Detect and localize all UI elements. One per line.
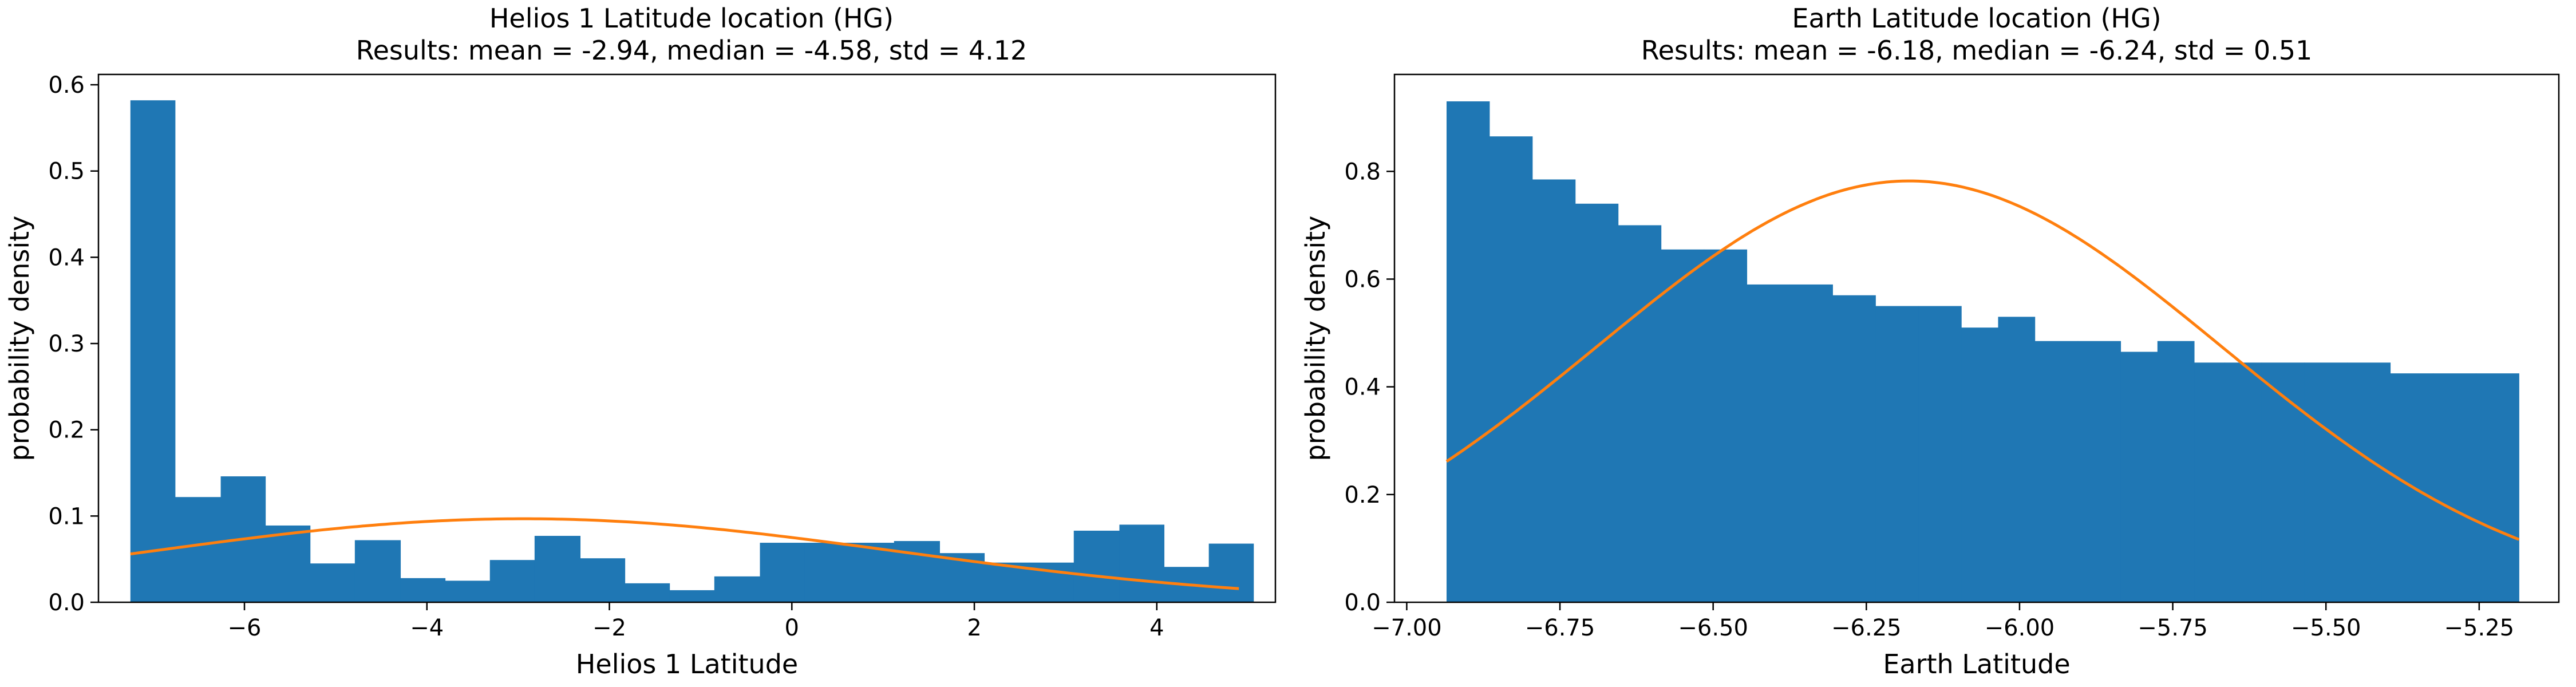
histogram-bar: [1747, 284, 1790, 603]
histogram-bar: [1446, 101, 1490, 602]
histogram-bar: [804, 543, 850, 602]
histogram-bar: [445, 581, 491, 602]
histogram-bar: [1073, 530, 1120, 602]
x-tick-label: −7.00: [1372, 615, 1442, 641]
histogram-bar: [849, 543, 895, 602]
x-tick-label: −6.00: [1985, 615, 2055, 641]
histogram-bar: [669, 590, 715, 602]
x-tick-label: −2: [592, 615, 626, 641]
histogram-bar: [1832, 295, 1876, 602]
x-tick-label: −5.75: [2138, 615, 2208, 641]
y-tick-label: 0.2: [48, 417, 85, 444]
histogram-bar: [1618, 225, 1662, 602]
axes-frame: [1393, 73, 2560, 603]
x-tick-label: 2: [967, 615, 981, 641]
histogram-bar: [1875, 306, 1919, 602]
histogram-bar: [1532, 179, 1576, 602]
histogram-bar: [175, 497, 222, 602]
fit-curve-line: [130, 517, 1239, 590]
x-tick-label: −6: [228, 615, 262, 641]
histogram-bar: [2034, 341, 2079, 602]
chart-title: Helios 1 Latitude location (HG): [489, 3, 894, 34]
y-tick-label: 0.2: [1344, 482, 1381, 508]
histogram-bar: [2077, 341, 2121, 602]
y-tick-label: 0.8: [1344, 159, 1381, 185]
chart-title: Earth Latitude location (HG): [1792, 3, 2161, 34]
axes-frame: [97, 73, 1277, 603]
y-tick-label: 0.1: [48, 503, 85, 530]
x-tick-label: −4: [410, 615, 444, 641]
x-tick-label: −5.50: [2291, 615, 2361, 641]
helios-latitude-chart: Helios 1 Latitude location (HG) Results:…: [4, 3, 1277, 680]
histogram-bar: [760, 543, 805, 602]
histogram-bar: [400, 578, 446, 602]
histogram-bar: [894, 541, 940, 602]
histogram-bar: [1208, 543, 1254, 602]
y-axis-label: probability density: [1300, 216, 1331, 461]
x-tick-label: −5.25: [2444, 615, 2515, 641]
x-tick-label: −6.25: [1831, 615, 1902, 641]
histogram-bar: [2120, 352, 2158, 602]
x-tick-label: −6.50: [1678, 615, 1748, 641]
plot-area: −6 −4 −2 0 2 4 0.0 0.1 0.2 0.3 0.4 0.5 0.6: [48, 72, 1277, 641]
histogram-bar: [310, 563, 355, 602]
y-tick-label: 0.0: [1344, 590, 1381, 616]
histogram-bar: [1119, 524, 1165, 602]
x-tick-label: −6.75: [1525, 615, 1595, 641]
histogram-bar: [984, 562, 1030, 602]
x-tick-label: 4: [1149, 615, 1164, 641]
histogram-bar: [265, 525, 311, 602]
x-axis-label: Helios 1 Latitude: [576, 649, 798, 680]
y-tick-label: 0.6: [1344, 267, 1381, 293]
y-tick-label: 0.6: [48, 72, 85, 98]
chart-subtitle: Results: mean = -2.94, median = -4.58, s…: [356, 35, 1028, 66]
histogram-bar: [2476, 373, 2519, 602]
histogram-bar: [1575, 203, 1619, 603]
histogram-bar: [2194, 362, 2226, 602]
x-tick-label: 0: [785, 615, 799, 641]
histogram-bar: [580, 558, 626, 602]
histogram-bar: [714, 576, 761, 602]
histogram-bar: [1961, 327, 1998, 602]
histogram-bar: [2157, 341, 2195, 602]
histogram-bar: [1704, 249, 1748, 602]
histogram-bar: [625, 583, 670, 602]
y-tick-label: 0.5: [48, 159, 85, 185]
histogram-bar: [1789, 284, 1833, 603]
histogram-bar: [130, 100, 176, 603]
histogram-bar: [1918, 306, 1962, 602]
histogram-bar: [2304, 362, 2348, 602]
histogram-bar: [489, 560, 535, 602]
earth-latitude-chart: Earth Latitude location (HG) Results: me…: [1300, 3, 2560, 680]
y-tick-label: 0.4: [1344, 374, 1381, 401]
y-tick-label: 0.4: [48, 244, 85, 271]
histogram-bar: [354, 540, 401, 602]
x-axis-label: Earth Latitude: [1883, 649, 2070, 680]
histogram-bar: [1998, 317, 2036, 602]
chart-subtitle: Results: mean = -6.18, median = -6.24, s…: [1641, 35, 2313, 66]
histogram-bar: [1489, 136, 1533, 603]
y-axis-label: probability density: [4, 216, 35, 461]
plot-area: −7.00 −6.75 −6.50 −6.25 −6.00 −5.75 −5.50 −5.25…: [1344, 73, 2560, 641]
histogram-bar: [2225, 362, 2262, 602]
fit-curve-line: [1445, 179, 2520, 541]
y-tick-label: 0.3: [48, 331, 85, 357]
histogram-bar: [534, 535, 581, 602]
histogram-bar: [2433, 373, 2476, 602]
histogram-bar: [1661, 249, 1705, 602]
histogram-bar: [2261, 362, 2305, 602]
histogram-bar: [2347, 362, 2391, 602]
y-tick-label: 0.0: [48, 590, 85, 616]
